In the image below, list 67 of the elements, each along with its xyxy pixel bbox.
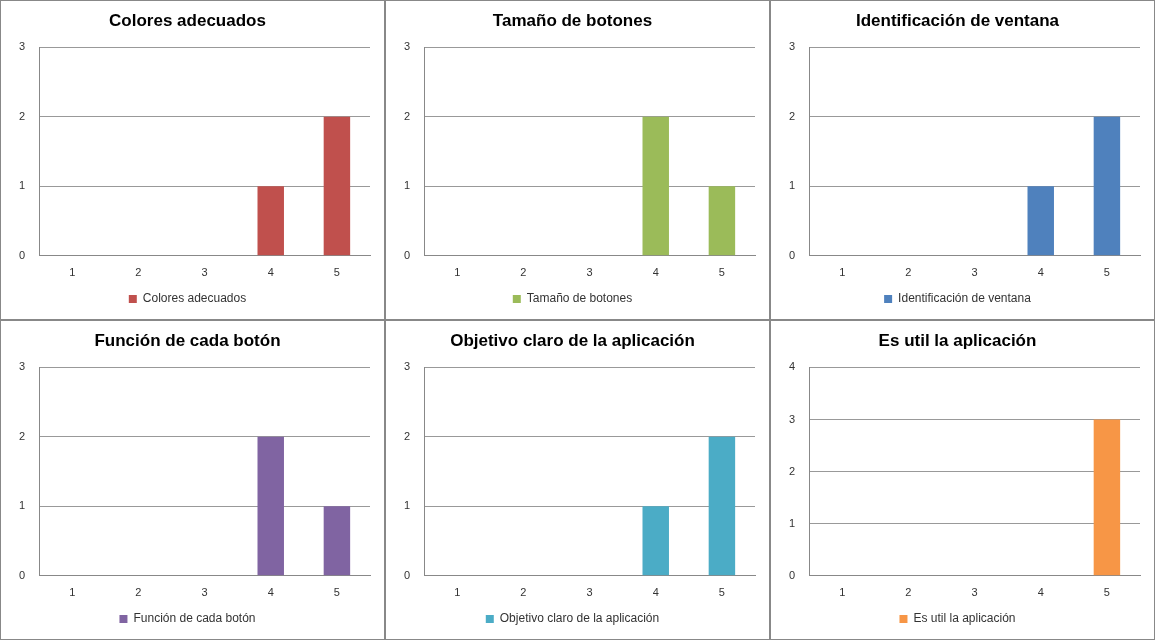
x-tick-label: 2 — [135, 586, 142, 599]
y-tick-label: 1 — [788, 179, 796, 192]
y-tick-label: 2 — [18, 429, 26, 442]
x-tick-label: 5 — [718, 266, 725, 279]
y-tick-label: 0 — [788, 248, 796, 261]
legend-label: Tamaño de botones — [526, 291, 633, 306]
x-tick-label: 2 — [520, 586, 527, 599]
x-tick-label: 2 — [520, 266, 527, 279]
y-tick-label: 2 — [788, 109, 796, 122]
y-tick-label: 1 — [403, 179, 411, 192]
y-tick-label: 3 — [788, 40, 796, 53]
x-tick-label: 4 — [652, 586, 659, 599]
y-tick-label: 0 — [18, 248, 26, 261]
y-tick-label: 1 — [403, 499, 411, 512]
x-tick-label: 1 — [454, 266, 461, 279]
y-tick-label: 4 — [788, 360, 796, 373]
x-tick-label: 3 — [201, 266, 208, 279]
x-tick-label: 1 — [839, 266, 846, 279]
chart-title: Colores adecuados — [109, 10, 266, 30]
x-tick-label: 2 — [905, 586, 912, 599]
x-tick-label: 3 — [586, 586, 593, 599]
x-tick-label: 2 — [135, 266, 142, 279]
chart-title: Es util la aplicación — [878, 330, 1037, 350]
x-tick-label: 3 — [971, 266, 978, 279]
x-tick-label: 2 — [905, 266, 912, 279]
chart-title: Tamaño de botones — [492, 10, 653, 30]
legend-label: Función de cada botón — [133, 611, 256, 626]
x-tick-label: 4 — [267, 586, 274, 599]
x-tick-label: 5 — [1103, 586, 1110, 599]
y-tick-label: 1 — [18, 499, 26, 512]
y-tick-label: 1 — [788, 516, 796, 529]
x-tick-label: 4 — [267, 266, 274, 279]
x-tick-label: 1 — [69, 266, 76, 279]
y-tick-label: 2 — [788, 464, 796, 477]
y-tick-label: 0 — [403, 568, 411, 581]
x-tick-label: 3 — [201, 586, 208, 599]
y-tick-label: 1 — [18, 179, 26, 192]
legend-label: Es util la aplicación — [913, 611, 1016, 626]
y-tick-label: 3 — [18, 40, 26, 53]
y-tick-label: 0 — [403, 248, 411, 261]
y-tick-label: 0 — [788, 568, 796, 581]
x-tick-label: 4 — [652, 266, 659, 279]
legend-label: Colores adecuados — [142, 291, 247, 306]
y-tick-label: 3 — [788, 412, 796, 425]
y-tick-label: 2 — [403, 429, 411, 442]
x-tick-label: 4 — [1037, 266, 1044, 279]
y-tick-label: 3 — [18, 360, 26, 373]
legend-label: Identificación de ventana — [898, 291, 1032, 306]
y-tick-label: 0 — [18, 568, 26, 581]
chart-title: Identificación de ventana — [855, 10, 1060, 30]
chart-title: Objetivo claro de la aplicación — [450, 330, 695, 350]
y-tick-label: 2 — [18, 109, 26, 122]
chart-title: Función de cada botón — [94, 330, 281, 350]
x-tick-label: 5 — [1103, 266, 1110, 279]
x-tick-label: 5 — [333, 586, 340, 599]
x-tick-label: 5 — [333, 266, 340, 279]
x-tick-label: 1 — [69, 586, 76, 599]
y-tick-label: 2 — [403, 109, 411, 122]
x-tick-label: 1 — [839, 586, 846, 599]
y-tick-label: 3 — [403, 40, 411, 53]
legend-label: Objetivo claro de la aplicación — [499, 611, 660, 626]
x-tick-label: 3 — [586, 266, 593, 279]
y-tick-label: 3 — [403, 360, 411, 373]
x-tick-label: 5 — [718, 586, 725, 599]
x-tick-label: 3 — [971, 586, 978, 599]
x-tick-label: 4 — [1037, 586, 1044, 599]
x-tick-label: 1 — [454, 586, 461, 599]
